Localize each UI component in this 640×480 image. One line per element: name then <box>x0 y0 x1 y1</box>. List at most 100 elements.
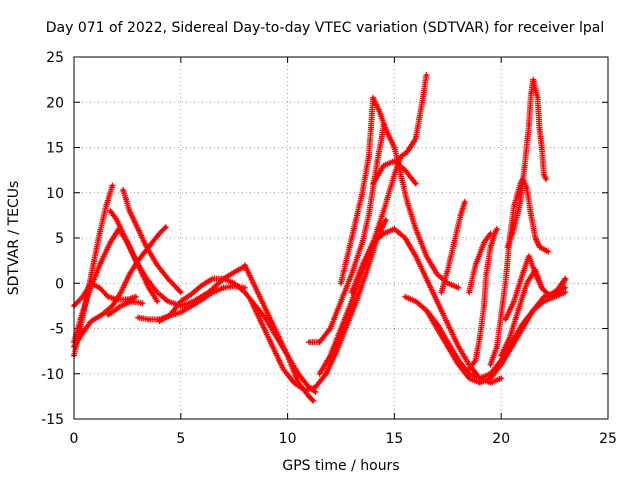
data-point <box>489 245 493 249</box>
data-point <box>119 304 123 308</box>
data-point <box>350 290 354 294</box>
data-point <box>474 263 478 267</box>
series-arc-25 <box>502 253 569 323</box>
data-point <box>375 159 379 163</box>
data-point <box>110 304 114 308</box>
data-point <box>106 295 110 299</box>
data-point <box>164 225 168 229</box>
data-point <box>371 186 375 190</box>
x-tick-label: 10 <box>279 431 297 447</box>
data-point <box>548 295 552 299</box>
data-point <box>313 385 317 389</box>
data-point <box>130 299 134 303</box>
data-point <box>456 345 460 349</box>
data-point <box>157 231 161 235</box>
data-point <box>540 286 544 290</box>
data-point <box>307 394 311 398</box>
y-tick-label: 20 <box>46 95 64 111</box>
data-point <box>467 376 471 380</box>
data-point <box>510 345 514 349</box>
data-point <box>493 231 497 235</box>
series-arc-16 <box>370 158 419 187</box>
data-point <box>134 295 138 299</box>
data-point <box>286 354 290 358</box>
data-point <box>264 308 268 312</box>
data-point <box>328 327 332 330</box>
data-point <box>482 304 486 308</box>
data-point <box>521 272 525 276</box>
data-point <box>399 173 403 177</box>
series-arc-15 <box>348 225 505 386</box>
data-point <box>281 367 285 371</box>
data-point <box>275 331 279 335</box>
data-point <box>360 241 364 245</box>
data-point <box>100 313 104 317</box>
data-point <box>435 299 439 303</box>
data-point <box>533 272 537 276</box>
data-point <box>243 263 247 267</box>
data-point <box>222 286 226 290</box>
data-point <box>414 136 418 140</box>
data-point <box>392 227 396 231</box>
data-point <box>527 254 531 258</box>
data-point <box>371 241 375 245</box>
data-point <box>98 263 102 267</box>
data-point <box>446 322 450 326</box>
series-arc-12 <box>306 121 387 346</box>
data-point <box>512 227 516 231</box>
data-point <box>529 213 533 217</box>
data-point <box>110 184 114 188</box>
data-point <box>489 363 493 367</box>
data-point <box>382 209 386 213</box>
data-point <box>78 317 82 321</box>
series-arc-22 <box>487 176 552 368</box>
data-point <box>367 263 371 267</box>
x-axis-label: GPS time / hours <box>282 458 399 474</box>
data-point <box>414 254 418 258</box>
data-point <box>311 399 315 403</box>
data-point <box>222 277 226 281</box>
data-point <box>128 272 132 276</box>
x-tick-label: 0 <box>70 431 79 447</box>
data-point <box>350 236 354 240</box>
data-point <box>392 146 396 149</box>
y-tick-label: 15 <box>46 141 64 157</box>
data-point <box>531 78 535 82</box>
data-point <box>371 96 375 100</box>
series-arc-7 <box>105 298 146 318</box>
data-point <box>179 290 183 294</box>
data-point <box>260 322 264 326</box>
chart-title: Day 071 of 2022, Sidereal Day-to-day VTE… <box>46 20 604 36</box>
y-tick-label: 10 <box>46 186 64 202</box>
y-tick-label: 5 <box>55 231 64 247</box>
data-point <box>478 336 482 340</box>
series-arc-11 <box>248 216 389 393</box>
data-point <box>546 250 550 254</box>
data-point <box>91 263 95 267</box>
data-point <box>499 363 503 367</box>
data-point <box>307 340 311 344</box>
data-point <box>403 236 407 240</box>
data-point <box>482 241 486 245</box>
data-point <box>446 268 450 272</box>
data-point <box>508 336 512 340</box>
data-point <box>557 286 561 290</box>
data-point <box>108 209 112 213</box>
data-point <box>439 290 443 294</box>
data-point <box>536 96 540 100</box>
data-point <box>360 263 364 267</box>
y-tick-label: 0 <box>55 276 64 292</box>
data-point <box>200 283 204 287</box>
data-point <box>392 159 396 163</box>
data-point <box>121 188 125 192</box>
data-point <box>243 290 247 294</box>
data-point <box>145 245 149 249</box>
data-point <box>147 286 151 290</box>
data-point <box>271 345 275 349</box>
data-point <box>467 367 471 371</box>
data-point <box>512 204 516 208</box>
data-point <box>384 218 388 222</box>
data-point <box>87 290 91 294</box>
series-arc-21 <box>466 230 494 296</box>
x-tick-label: 25 <box>599 431 617 447</box>
